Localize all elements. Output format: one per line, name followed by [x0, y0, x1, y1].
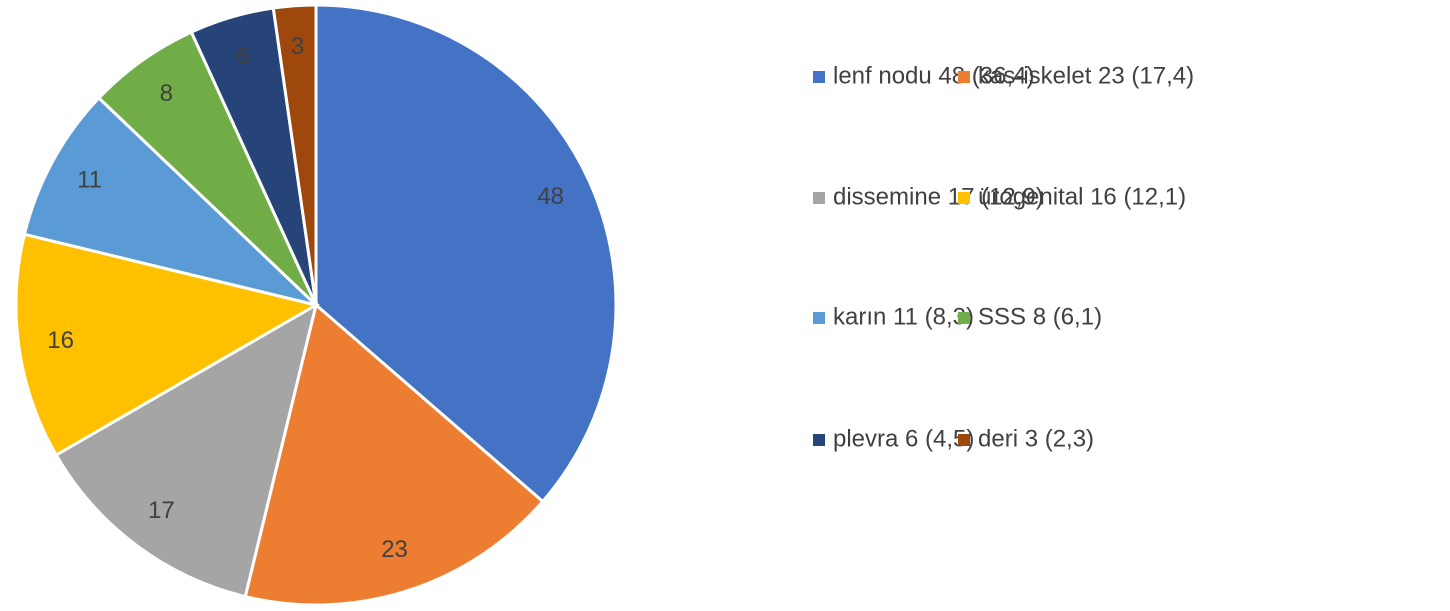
data-label: 16 [47, 327, 74, 354]
pie-slice [271, 3, 318, 306]
data-label: 8 [160, 80, 173, 107]
legend-marker [813, 192, 825, 204]
legend-marker [813, 434, 825, 446]
legend-label: karın 11 (8,3) [833, 303, 974, 330]
data-label: 48 [537, 183, 564, 210]
pie-slice [314, 3, 618, 504]
data-label: 11 [77, 167, 102, 194]
legend-marker [958, 192, 970, 204]
data-label: 17 [148, 497, 175, 524]
pie-slice [243, 302, 545, 607]
data-label: 23 [381, 536, 408, 563]
legend-label: SSS 8 (6,1) [978, 303, 1102, 330]
legend-label: kas-iskelet 23 (17,4) [978, 62, 1194, 89]
data-label: 3 [291, 33, 304, 60]
data-label: 6 [237, 43, 250, 70]
legend-label: dissemine 17 (12,9) [833, 183, 1044, 210]
pie-slice [54, 301, 319, 599]
legend-label: deri 3 (2,3) [978, 425, 1094, 452]
legend-marker [958, 71, 970, 83]
legend-marker [958, 312, 970, 324]
legend-label: plevra 6 (4,5) [833, 425, 974, 452]
legend-marker [813, 71, 825, 83]
legend-marker [813, 312, 825, 324]
pie-slice [14, 232, 320, 458]
legend-marker [958, 434, 970, 446]
legend-label: lenf nodu 48 (36,4) [833, 62, 1034, 89]
pie-slice [22, 95, 322, 308]
legend-label: ürogenital 16 (12,1) [978, 183, 1186, 210]
